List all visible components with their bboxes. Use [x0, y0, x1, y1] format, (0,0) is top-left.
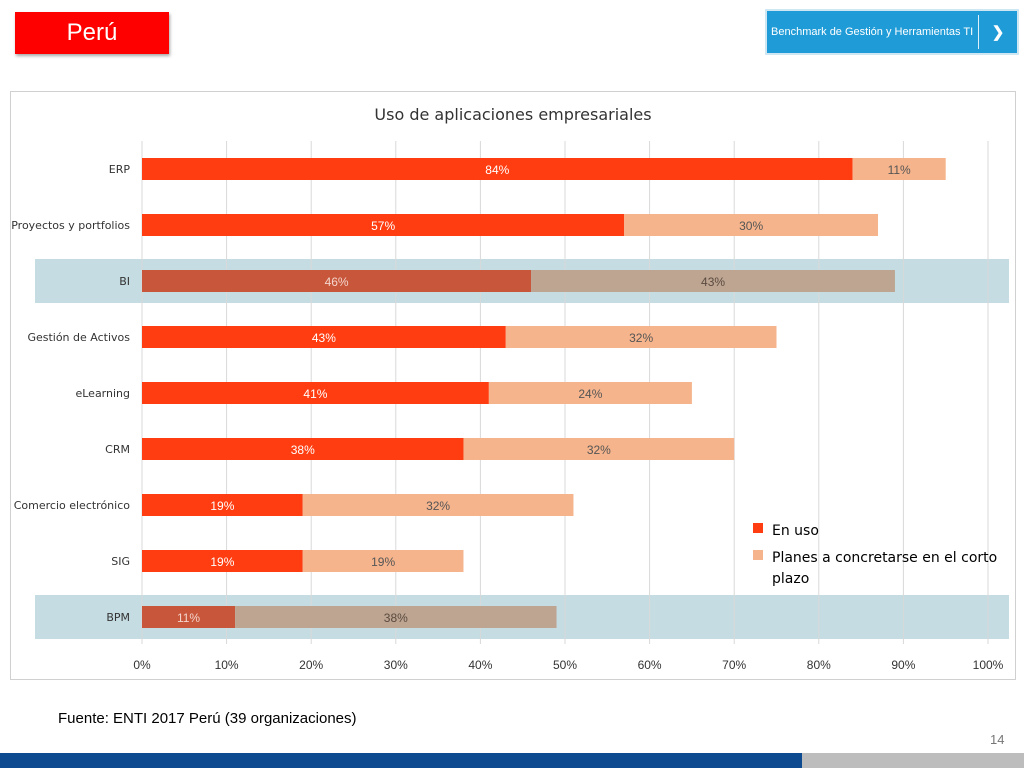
footer-bar	[0, 753, 802, 768]
x-tick-label: 100%	[973, 658, 1004, 672]
category-label: Proyectos y portfolios	[11, 219, 130, 232]
x-tick-label: 40%	[468, 658, 492, 672]
bar-planned	[531, 270, 895, 292]
x-tick-label: 30%	[384, 658, 408, 672]
bar-planned	[488, 382, 692, 404]
x-tick-label: 70%	[722, 658, 746, 672]
data-label: 11%	[888, 163, 911, 177]
data-label: 46%	[325, 275, 349, 289]
data-label: 24%	[578, 387, 602, 401]
bar-planned	[463, 438, 735, 460]
bar-in-use	[142, 270, 532, 292]
data-label: 32%	[587, 443, 611, 457]
bar-planned	[235, 606, 557, 628]
bar-planned	[852, 158, 946, 180]
category-label: CRM	[105, 443, 130, 456]
category-label: BI	[119, 275, 130, 288]
legend-swatch-planned	[753, 550, 763, 560]
footer-bar-accent	[802, 753, 1024, 768]
benchmark-link-label: Benchmark de Gestión y Herramientas TI	[771, 26, 974, 38]
data-label: 41%	[303, 387, 327, 401]
bar-in-use	[142, 606, 236, 628]
category-label: eLearning	[75, 387, 130, 400]
legend-label-in-use: En uso	[772, 523, 819, 539]
x-tick-label: 80%	[807, 658, 831, 672]
legend-swatch-in-use	[753, 523, 763, 533]
data-label: 43%	[701, 275, 725, 289]
data-label: 30%	[739, 219, 763, 233]
data-label: 19%	[371, 555, 395, 569]
data-label: 57%	[371, 219, 395, 233]
data-label: 38%	[291, 443, 315, 457]
button-divider	[978, 15, 979, 49]
bar-planned	[624, 214, 879, 236]
bar-in-use	[142, 550, 303, 572]
data-label: 19%	[210, 499, 234, 513]
bar-in-use	[142, 438, 464, 460]
source-note: Fuente: ENTI 2017 Perú (39 organizacione…	[58, 710, 357, 727]
category-label: Comercio electrónico	[14, 499, 131, 512]
x-tick-label: 60%	[638, 658, 662, 672]
x-tick-label: 20%	[299, 658, 323, 672]
data-label: 32%	[629, 331, 653, 345]
data-label: 32%	[426, 499, 450, 513]
data-label: 19%	[210, 555, 234, 569]
x-tick-label: 90%	[891, 658, 915, 672]
data-label: 43%	[312, 331, 336, 345]
bar-planned	[505, 326, 777, 348]
bar-chart: Uso de aplicaciones empresariales ERP 84% 1…	[11, 105, 1009, 672]
category-label: SIG	[111, 555, 130, 568]
bar-planned	[302, 550, 464, 572]
page-number: 14	[990, 732, 1005, 747]
category-label: BPM	[106, 611, 130, 624]
x-tick-label: 10%	[215, 658, 239, 672]
bar-in-use	[142, 494, 303, 516]
bar-in-use	[142, 382, 489, 404]
chart-title: Uso de aplicaciones empresariales	[374, 105, 651, 124]
category-label: Gestión de Activos	[27, 331, 130, 344]
bar-in-use	[142, 326, 506, 348]
bar-planned	[302, 494, 574, 516]
benchmark-link-button[interactable]: Benchmark de Gestión y Herramientas TI ❯	[765, 9, 1019, 55]
x-tick-label: 0%	[133, 658, 151, 672]
data-label: 84%	[485, 163, 509, 177]
data-label: 11%	[177, 611, 200, 625]
category-label: ERP	[109, 163, 131, 176]
country-badge: Perú	[15, 12, 169, 54]
bar-in-use	[142, 214, 625, 236]
chevron-right-icon: ❯	[991, 24, 1005, 41]
data-label: 38%	[384, 611, 408, 625]
legend-label-planned: Planes a concretarse en el corto plazo	[772, 550, 997, 587]
x-tick-label: 50%	[553, 658, 577, 672]
bar-in-use	[142, 158, 853, 180]
